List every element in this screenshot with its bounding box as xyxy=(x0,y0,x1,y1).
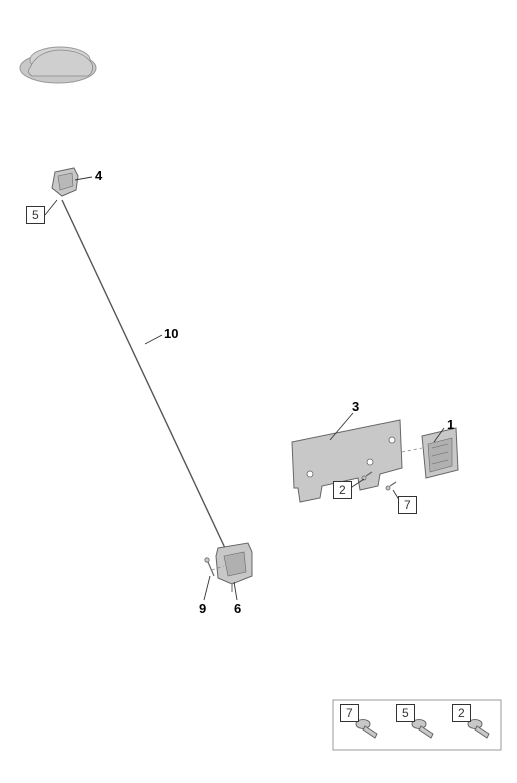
bottom-label-5: 5 xyxy=(396,704,415,722)
callout-5-boxed: 5 xyxy=(26,206,45,224)
car-icon xyxy=(20,47,96,83)
callout-2-boxed: 2 xyxy=(333,481,352,499)
callout-9: 9 xyxy=(199,601,206,616)
leader-lines xyxy=(45,177,444,600)
bottom-label-7: 7 xyxy=(340,704,359,722)
callout-10: 10 xyxy=(164,326,178,341)
part-1 xyxy=(422,428,458,478)
screw-ref-7 xyxy=(386,482,396,490)
part-10-rod xyxy=(62,200,225,548)
callout-6: 6 xyxy=(234,601,241,616)
callout-1: 1 xyxy=(447,417,454,432)
callout-7-boxed: 7 xyxy=(398,496,417,514)
callout-4: 4 xyxy=(95,168,102,183)
bottom-label-2: 2 xyxy=(452,704,471,722)
part-9 xyxy=(205,558,214,576)
parts-diagram xyxy=(0,0,517,783)
part-4 xyxy=(52,168,78,196)
callout-3: 3 xyxy=(352,399,359,414)
